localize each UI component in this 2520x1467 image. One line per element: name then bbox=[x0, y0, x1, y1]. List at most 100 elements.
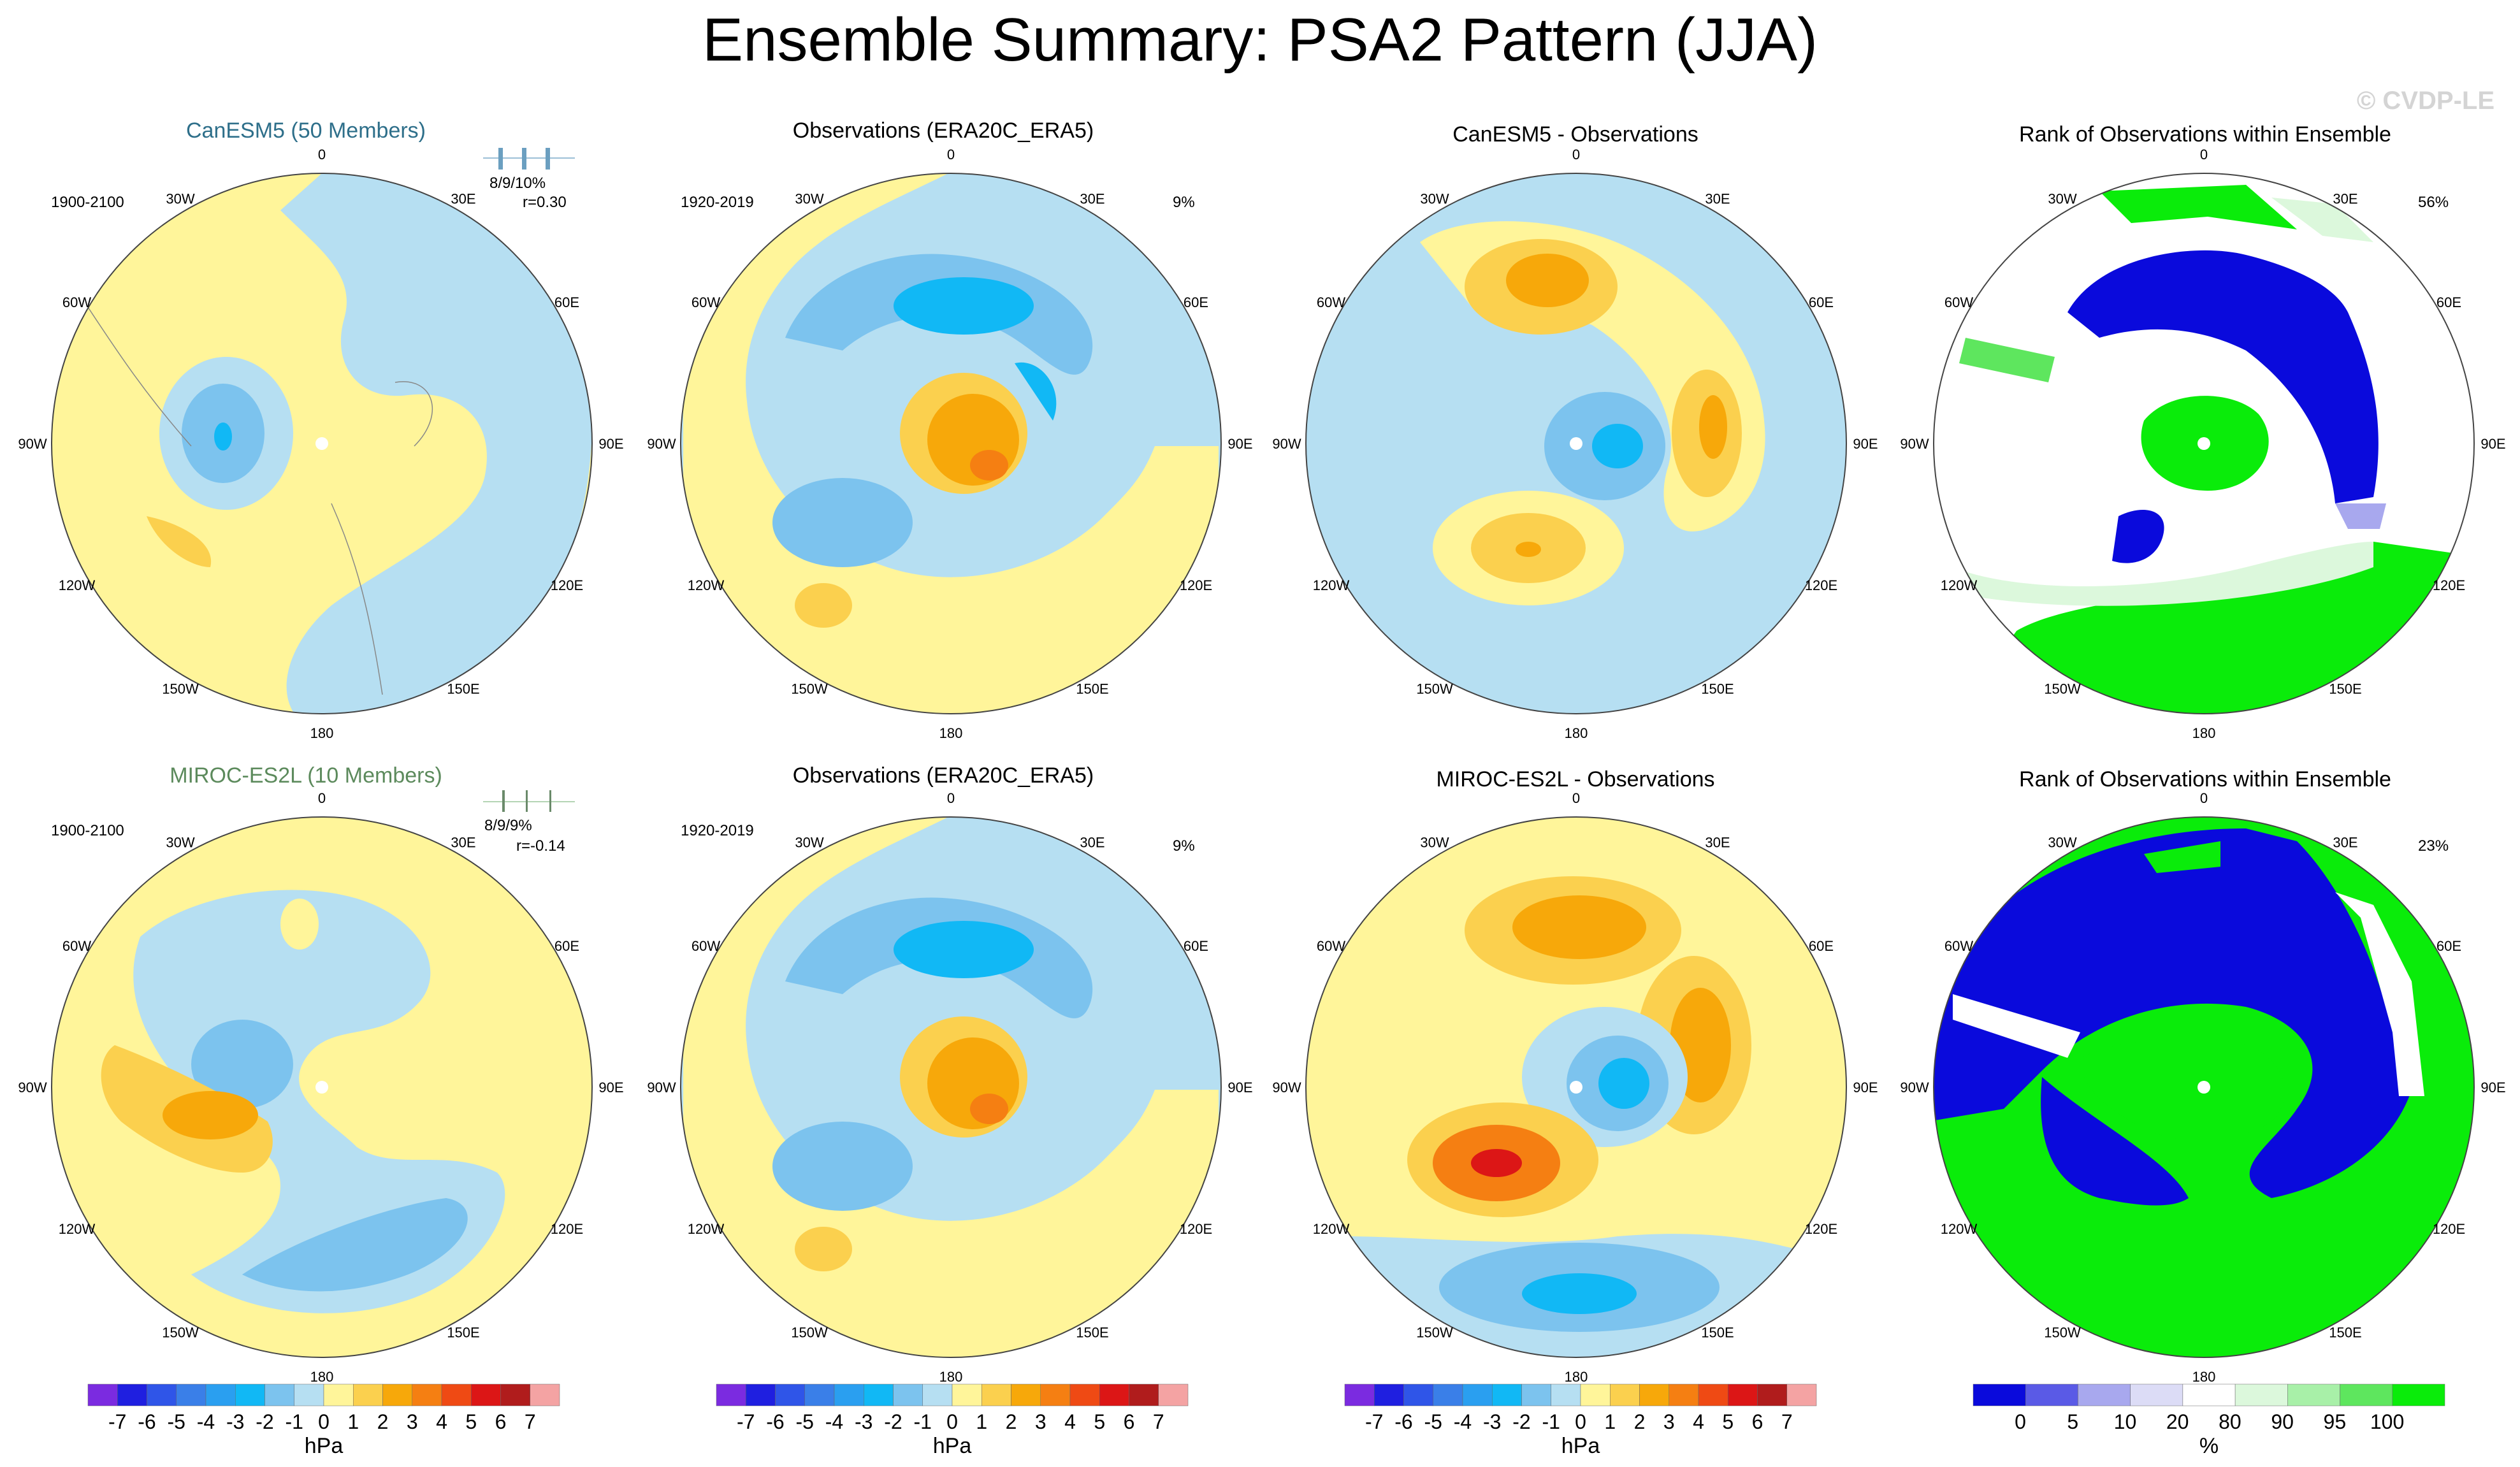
lon-label: 90W bbox=[1272, 1080, 1301, 1095]
lon-label: 150W bbox=[2044, 681, 2081, 697]
lon-label: 30W bbox=[166, 191, 194, 206]
lon-label: 180 bbox=[939, 1369, 963, 1385]
lon-label: 60E bbox=[1184, 938, 1208, 954]
map-panel-1: 0 30E 60E 90E 120E 150E 180 150W 120W 90W 60W 30W bbox=[18, 147, 623, 741]
colorbar-tick: 90 bbox=[2271, 1410, 2294, 1433]
colorbar-tick: -3 bbox=[226, 1410, 244, 1433]
colorbar-swatch bbox=[1011, 1384, 1041, 1406]
lon-label: 120E bbox=[1805, 1221, 1837, 1237]
colorbar-swatch bbox=[952, 1384, 982, 1406]
lon-label: 30E bbox=[1705, 191, 1730, 206]
lon-label: 150E bbox=[1701, 1325, 1734, 1341]
lon-label: 30W bbox=[1420, 834, 1449, 850]
lon-label: 150E bbox=[2329, 681, 2361, 697]
colorbar-tick: 10 bbox=[2114, 1410, 2137, 1433]
colorbar-swatch bbox=[893, 1384, 923, 1406]
map-panel-8: 0 30E 60E 90E 120E 150E 180 150W 120W 90W 60W 30W bbox=[1900, 790, 2505, 1385]
colorbar-swatch bbox=[775, 1384, 805, 1406]
colorbar-swatch bbox=[2392, 1384, 2445, 1406]
colorbar-label: % bbox=[2199, 1434, 2219, 1458]
watermark: © CVDP-LE bbox=[2356, 87, 2495, 115]
colorbar-tick: 3 bbox=[407, 1410, 418, 1433]
colorbar-swatch bbox=[1521, 1384, 1551, 1406]
map-labels-1: 0 30E 60E 90E 120E 150E 180 150W 120W 90W 60W 30W bbox=[18, 147, 623, 741]
panel-title-8: Rank of Observations within Ensemble bbox=[2019, 767, 2391, 791]
colorbar-tick: 20 bbox=[2166, 1410, 2189, 1433]
colorbar-tick: -5 bbox=[1424, 1410, 1442, 1433]
colorbar-swatch bbox=[1580, 1384, 1611, 1406]
colorbar-tick: 4 bbox=[1693, 1410, 1704, 1433]
lon-label: 60W bbox=[692, 938, 720, 954]
colorbar-swatch bbox=[1973, 1384, 2026, 1406]
lon-label: 120W bbox=[1313, 577, 1350, 593]
lon-label: 120E bbox=[1180, 1221, 1212, 1237]
pct-2: 9% bbox=[1173, 194, 1195, 211]
colorbar-hpa-3: -7 -6 -5 -4 -3 -2 -1 0 1 2 3 4 5 6 7 hPa bbox=[1344, 1384, 1817, 1458]
panel-title-2: Observations (ERA20C_ERA5) bbox=[792, 119, 1094, 143]
map-labels-2: 0 30E 60E 90E 120E 150E 180 150W 120W 90W 60W 30W bbox=[647, 147, 1252, 741]
panel-title-7: MIROC-ES2L - Observations bbox=[1436, 767, 1715, 791]
panel-title-4: Rank of Observations within Ensemble bbox=[2019, 122, 2391, 147]
colorbar-tick: 2 bbox=[377, 1410, 389, 1433]
lon-label: 150E bbox=[2329, 1325, 2361, 1341]
colorbar-tick: 7 bbox=[1153, 1410, 1164, 1433]
colorbar-swatch bbox=[2078, 1384, 2131, 1406]
colorbar-tick: -1 bbox=[914, 1410, 932, 1433]
lon-label: 0 bbox=[318, 147, 326, 163]
colorbar-swatch bbox=[1698, 1384, 1728, 1406]
lon-label: 90E bbox=[2480, 436, 2505, 452]
colorbar-swatch bbox=[382, 1384, 412, 1406]
colorbar-tick: 4 bbox=[1064, 1410, 1076, 1433]
lon-label: 60W bbox=[1317, 938, 1345, 954]
colorbar-tick: 6 bbox=[1124, 1410, 1135, 1433]
colorbar-tick: 1 bbox=[1604, 1410, 1616, 1433]
lon-label: 90W bbox=[1900, 1080, 1929, 1095]
lon-label: 120E bbox=[551, 577, 583, 593]
map-panel-6: 0 30E 60E 90E 120E 150E 180 150W 120W 90W 60W 30W bbox=[647, 790, 1252, 1385]
colorbar-tick: -5 bbox=[796, 1410, 814, 1433]
lon-label: 120W bbox=[1941, 577, 1978, 593]
stat-5: 8/9/9% bbox=[484, 817, 532, 834]
colorbar-swatch bbox=[147, 1384, 177, 1406]
colorbar-swatch bbox=[1403, 1384, 1433, 1406]
lon-label: 60W bbox=[1317, 294, 1345, 310]
lon-label: 30E bbox=[451, 191, 475, 206]
colorbar-swatch bbox=[864, 1384, 894, 1406]
lon-label: 150W bbox=[162, 1325, 199, 1341]
colorbar-rank: 0 5 10 20 80 90 95 100% bbox=[1973, 1384, 2445, 1458]
lon-label: 90W bbox=[647, 1080, 676, 1095]
pct-6: 9% bbox=[1173, 837, 1195, 855]
colorbar-swatch bbox=[1492, 1384, 1522, 1406]
colorbar-swatch bbox=[471, 1384, 501, 1406]
colorbar-tick: 3 bbox=[1035, 1410, 1046, 1433]
lon-label: 150W bbox=[1416, 681, 1453, 697]
member-stripes-1-bars bbox=[498, 148, 550, 170]
lon-label: 30W bbox=[2048, 834, 2076, 850]
lon-label: 0 bbox=[1572, 147, 1580, 163]
lon-label: 60E bbox=[554, 294, 579, 310]
period-1: 1900-2100 bbox=[51, 194, 124, 211]
colorbar-swatch bbox=[1129, 1384, 1159, 1406]
colorbar-tick: 80 bbox=[2219, 1410, 2241, 1433]
lon-label: 180 bbox=[310, 725, 334, 741]
colorbar-tick: -2 bbox=[256, 1410, 273, 1433]
colorbar-swatch bbox=[176, 1384, 206, 1406]
lon-label: 120E bbox=[2433, 577, 2465, 593]
colorbar-swatch bbox=[117, 1384, 147, 1406]
colorbar-tick: -7 bbox=[1365, 1410, 1383, 1433]
colorbar-hpa-1-swatches: -7 -6 -5 -4 -3 -2 -1 0 1 2 3 4 5 6 7 hPa bbox=[87, 1384, 560, 1458]
colorbar-swatch bbox=[2130, 1384, 2183, 1406]
lon-label: 150E bbox=[1701, 681, 1734, 697]
lon-label: 0 bbox=[2200, 147, 2208, 163]
colorbar-tick: -7 bbox=[108, 1410, 126, 1433]
lon-label: 150W bbox=[791, 681, 828, 697]
colorbar-tick: -4 bbox=[197, 1410, 215, 1433]
lon-label: 180 bbox=[2192, 725, 2216, 741]
colorbar-tick: 5 bbox=[1722, 1410, 1734, 1433]
colorbar-tick: 7 bbox=[1781, 1410, 1793, 1433]
colorbar-tick: -1 bbox=[1542, 1410, 1560, 1433]
colorbar-swatch bbox=[746, 1384, 776, 1406]
colorbar-tick: -4 bbox=[825, 1410, 843, 1433]
colorbar-swatch bbox=[412, 1384, 442, 1406]
colorbar-swatch bbox=[716, 1384, 746, 1406]
